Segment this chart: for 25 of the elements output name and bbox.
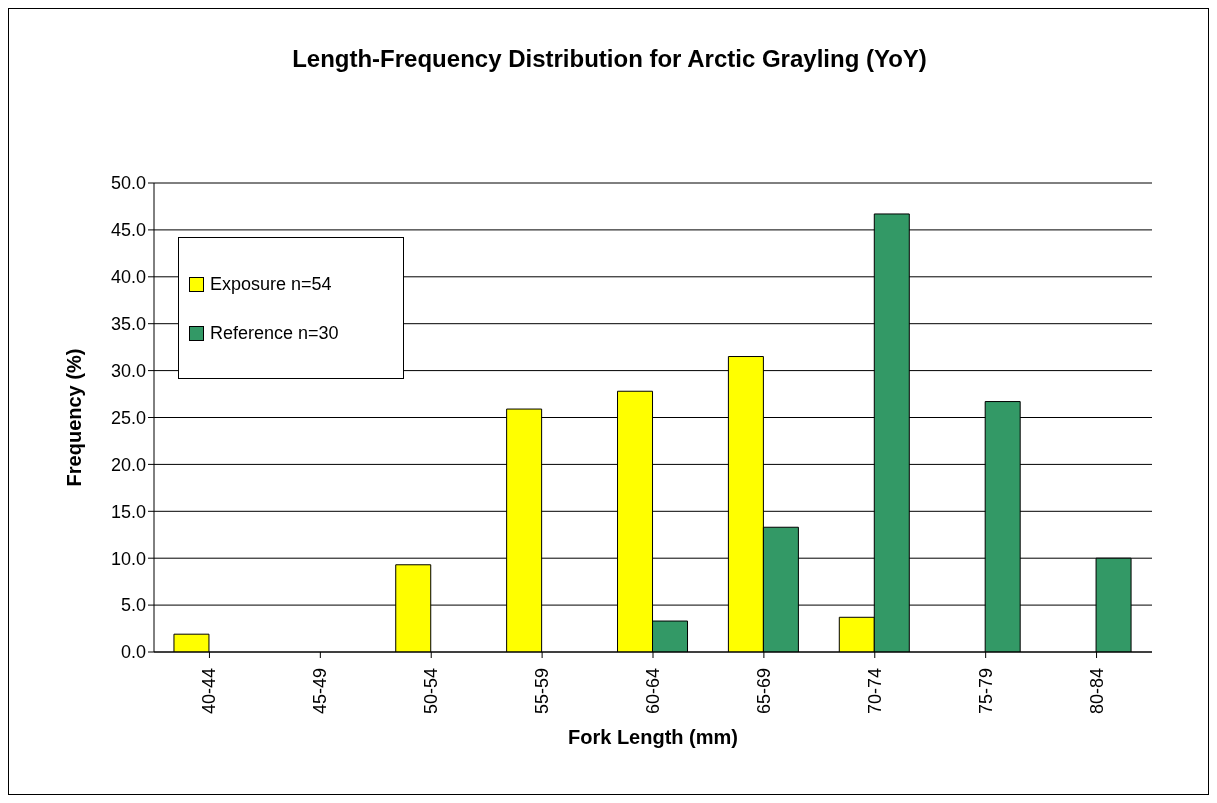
y-tick-label: 20.0 [110,454,146,475]
x-axis-title: Fork Length (mm) [568,726,738,748]
legend-label: Reference n=30 [210,323,339,344]
y-tick-label: 30.0 [110,360,146,381]
y-tick-label: 10.0 [110,548,146,569]
x-tick-label: 70-74 [864,668,885,715]
y-tick-label: 40.0 [110,267,146,288]
legend-label: Exposure n=54 [210,274,332,295]
x-tick-label: 45-49 [310,668,331,715]
x-tick-label: 75-79 [975,668,996,715]
x-tick-label: 60-64 [643,668,663,715]
chart-title: Length-Frequency Distribution for Arctic Grayling (YoY) [291,45,928,73]
y-tick-label: 25.0 [110,407,146,428]
y-axis-title: Frequency (%) [63,348,86,487]
x-tick-label: 80-84 [1086,668,1107,715]
y-tick-label: 35.0 [110,314,146,335]
x-tick-label: 40-44 [199,668,220,715]
x-tick-label: 55-59 [532,668,553,715]
y-tick-label: 45.0 [110,220,146,241]
y-tick-label: 50.0 [110,173,146,194]
y-tick-label: 15.0 [110,501,146,522]
x-tick-label: 50-54 [421,668,442,715]
y-tick-label: 0.0 [120,642,146,663]
x-tick-label: 65-69 [753,668,774,715]
y-tick-label: 5.0 [120,595,146,616]
